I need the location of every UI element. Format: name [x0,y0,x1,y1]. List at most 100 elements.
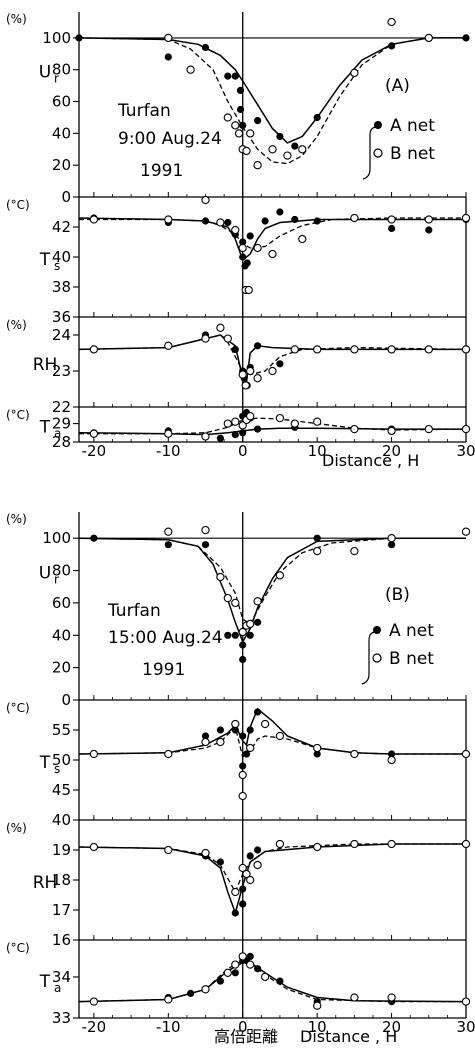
chart-b-sub0-series-0-point [313,534,321,542]
chart-b-sub3-y-label: T [39,972,51,992]
chart-a-sub1-series-0-point [276,208,284,216]
chart-a-sub2-series-1-point [290,345,299,354]
chart-a-sub1-series-1-point [298,234,307,244]
chart-a-sub1-series-0-point [224,218,232,227]
chart-a-x-tick-label: 30 [456,442,475,460]
chart-a-sub2-series-1-point [387,345,396,354]
chart-b-sub1-y-label: T [39,753,51,773]
chart-a-sub3-series-1-point [313,417,322,426]
chart-b-sub2-series-1-point [164,845,173,855]
chart-b-sub0-series-1-point [350,546,359,556]
chart-a-sub0-series-0-point [236,86,245,94]
chart-a-sub3-series-1-point [350,424,359,434]
chart-a-sub0-series-1-point [164,33,173,43]
legend-b-filled-marker [373,626,381,634]
chart-b-sub2-y-label: RH [33,873,58,893]
chart-a-x-tick-label: -10 [156,442,181,460]
chart-b-sub0-y-label: U [39,564,51,584]
chart-a-sub3-series-0-point [254,425,262,433]
chart-b-sub1-series-1-point [350,749,359,759]
chart-b-x-tick-label: -10 [156,1018,181,1036]
chart-a-sub1-y-label-subscript: s [54,259,60,273]
chart-b-x-tick-label: 0 [238,1018,248,1036]
chart-a-sub0-y-tick-label: 80 [52,61,71,79]
chart-b-sub0-series-0-point [164,541,172,549]
chart-a-sub0-series-1-point [283,151,292,160]
chart-b-sub1-series-1-point [246,743,255,753]
chart-a-sub1-series-0-point [261,217,269,225]
chart-a-sub3-series-1-point [290,419,299,428]
legend-b-bracket [361,631,377,685]
chart-b-sub0-series-0-point [246,631,254,639]
chart-a-panel-label: (A) [385,76,410,96]
chart-a-sub3-series-1-point [238,421,247,430]
chart-b-sub2-series-0-line [78,843,466,916]
chart-a-sub1-y-label: T [39,250,51,270]
chart-b-sub1-series-1-point [461,749,471,759]
chart-b-sub2-series-1-point [242,869,251,879]
chart-b-sub0-y-tick-label: 40 [52,626,71,644]
chart-a-sub2-series-1-point [253,374,262,383]
chart-b-sub2-series-1-point [313,842,322,852]
chart-b-sub3-unit-label: (°C) [6,941,30,955]
chart-b-sub3-series-1-point [387,993,396,1002]
chart-a-sub1-series-1-point [201,195,210,205]
chart-a-sub1-series-1-point [89,215,99,224]
chart-a-sub3-series-1-point [424,424,433,434]
chart-b-sub1-series-0-point [313,750,321,758]
chart-a-sub1-unit-label: (°C) [6,198,30,212]
chart-b-sub1-series-1-point [260,719,270,729]
chart-a-sub2-series-0-point [276,360,284,368]
chart-b-sub0-y-tick-label: 100 [42,529,71,547]
chart-a-sub2-series-1-point [238,370,247,379]
chart-b-sub1-series-0-line [78,707,466,755]
chart-a-sub0-series-1-point [186,65,195,74]
chart-a-sub0-y-tick-label: 0 [61,188,71,206]
chart-b-sub0-series-0-point [231,631,239,639]
chart-b-sub0-y-tick-label: 0 [61,691,71,709]
chart-a-sub1-series-0-point [201,217,210,225]
chart-a-annotation: Turfan 9:00 Aug.24 1991 (A) [117,76,410,181]
chart-a-sub2-y-tick-label: 22 [52,398,71,416]
chart-a-sub3-series-1-point [231,417,240,426]
chart-b-sub1-y-tick-label: 45 [52,781,71,799]
chart-b-x-tick-label: 30 [456,1018,475,1036]
chart-b-sub3-series-1-point [350,993,359,1002]
chart-b-sub3-series-1-point [89,997,99,1006]
chart-a-sub3-y-tick-label: 28 [52,433,71,451]
chart-b-sub3-series-1-point [201,985,210,994]
chart-a-sub3-unit-label: (°C) [6,408,30,422]
chart-a-sub1-series-1-point [164,215,173,224]
chart-a-sub2-series-1-point [246,366,255,376]
chart-b-sub3-y-label-subscript: a [54,981,61,995]
chart-b-sub0-series-1-point [387,534,396,543]
chart-a-sub1-y-tick-label: 36 [52,308,71,326]
chart-b-sub2-series-1-point [89,842,99,852]
chart-b-sub1-series-1-point [231,719,240,729]
chart-a-sub0-series-1-point [298,145,307,154]
chart-b-panel-label: (B) [385,585,410,605]
legend-b-label-b: B net [389,649,434,669]
chart-b-sub0-series-1-point [246,619,255,629]
legend-a-label-a: A net [390,116,435,136]
chart-a-sub2-series-1-point [216,323,225,332]
chart-b-x-tick-label: 10 [308,1018,327,1036]
chart-b-x-label-cjk: 高倍距離 [214,1027,278,1046]
chart-a-sub1-y-tick-label: 40 [52,248,71,266]
chart-b-sub2-series-1-point [231,887,240,897]
chart-a-sub1-series-0-point [239,253,247,261]
chart-a-sub2-series-1-point [461,345,471,354]
chart-b-sub1-series-1-line [78,725,466,759]
chart-b-sub0-series-0-point [239,641,247,649]
chart-b-sub0-series-0-point [388,541,396,549]
chart-a-sub0-series-1-point [223,113,232,122]
legend-a-bracket [362,126,378,180]
chart-b-sub2-series-0-point [246,852,254,860]
chart-b-sub2-series-1-point [238,863,247,873]
chart-b-sub2-series-1-point [350,839,359,849]
chart-b-sub0-series-0-point [239,655,247,664]
chart-b-sub0-series-1-point [461,527,471,536]
